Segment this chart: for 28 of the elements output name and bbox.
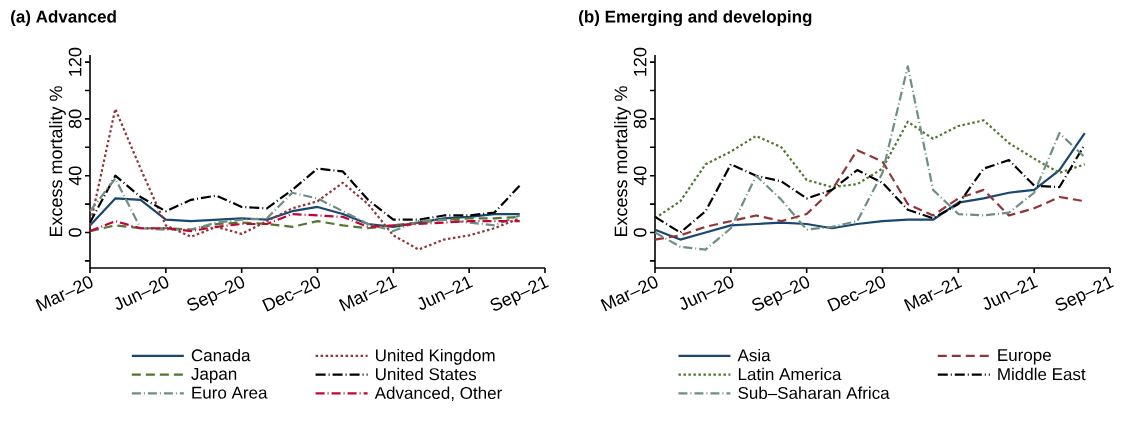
y-tick-label: 0 [68,228,82,237]
y-tick-label: 80 [633,109,647,129]
line-series [653,132,1086,241]
y-axis-title: Excess mortality % [614,86,631,237]
y-axis-title: Excess mortality % [49,86,66,237]
y-tick-label: 40 [633,166,647,186]
legend-label: Advanced, Other [374,386,502,402]
line-series [88,177,521,233]
legend-label: United States [376,367,477,381]
line-series [653,119,1086,220]
line-series [653,65,1086,251]
y-tick-label: 40 [68,166,82,186]
legend-label: Asia [737,348,771,362]
y-tick-label: 120 [68,47,82,76]
y-tick-label: 120 [633,47,647,76]
y-tick-label: 0 [633,228,647,237]
chart-title: (b) Emerging and developing [579,10,812,27]
legend-label: Euro Area [192,386,268,399]
legend-label: Sub–Saharan Africa [738,386,890,400]
y-tick-label: 80 [68,109,82,129]
legend-label: Canada [191,348,251,362]
legend-label: Japan [191,368,237,384]
legend-label: Middle East [998,367,1086,381]
line-series [88,107,521,251]
legend-label: Europe [998,349,1051,365]
chart-title: (a) Advanced [11,10,116,27]
legend-label: Latin America [738,367,842,381]
legend-label: United Kingdom [376,348,495,365]
